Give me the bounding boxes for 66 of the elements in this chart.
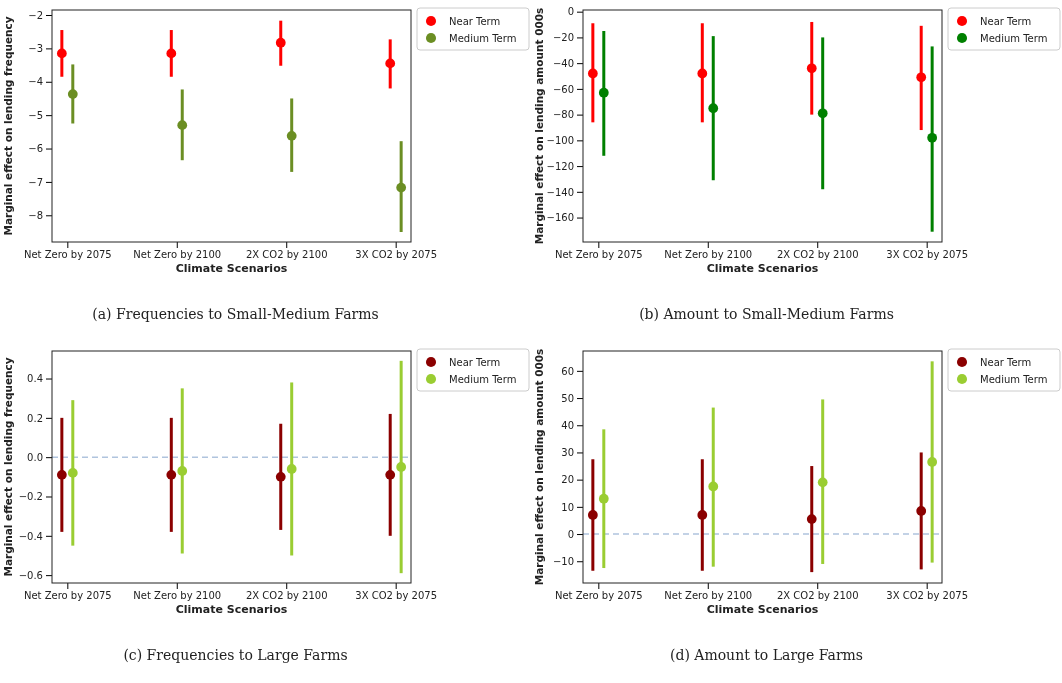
y-tick-label: −80 [552, 109, 574, 121]
y-tick-label: 40 [561, 419, 574, 431]
x-tick-label: 2X CO2 by 2100 [776, 249, 859, 261]
y-tick-label: −7 [28, 176, 43, 188]
x-tick-label: 3X CO2 by 2075 [886, 590, 969, 602]
x-tick-label: Net Zero by 2100 [133, 590, 222, 602]
y-tick-label: −10 [552, 555, 574, 567]
y-tick-label: −2 [28, 9, 43, 21]
y-tick-label: −100 [546, 135, 574, 147]
y-tick-label: 0.4 [27, 373, 43, 385]
x-tick-label: 3X CO2 by 2075 [886, 249, 969, 261]
x-tick-label: 2X CO2 by 2100 [245, 249, 328, 261]
y-tick-label: −60 [552, 83, 574, 95]
y-tick-label: 0 [567, 528, 574, 540]
text: (b) Amount to Small-Medium Farms [639, 306, 894, 322]
x-tick-label: Net Zero by 2075 [23, 590, 112, 602]
y-axis-title: Marginal effect on lending frequency [2, 357, 14, 577]
legend-label: Near Term [980, 357, 1032, 368]
y-tick-label: 20 [561, 474, 574, 486]
y-tick-label: 0.2 [27, 412, 43, 424]
x-tick-label: 3X CO2 by 2075 [355, 249, 438, 261]
y-tick-label: −160 [546, 212, 574, 224]
y-tick-label: 50 [561, 392, 574, 404]
x-tick-label: 2X CO2 by 2100 [245, 590, 328, 602]
y-tick-label: −140 [546, 186, 574, 198]
legend-label: Medium Term [449, 33, 517, 44]
y-tick-label: −0.4 [18, 530, 43, 542]
x-tick-label: Net Zero by 2075 [554, 590, 643, 602]
legend-label: Medium Term [449, 374, 517, 385]
y-tick-label: −0.2 [18, 491, 43, 503]
legend-label: Near Term [449, 357, 501, 368]
text: (d) Amount to Large Farms [669, 647, 864, 663]
text: (a) Frequencies to Small-Medium Farms [92, 306, 379, 322]
y-tick-label: 30 [561, 447, 574, 459]
x-tick-label: 3X CO2 by 2075 [355, 590, 438, 602]
x-axis-title: Climate Scenarios [706, 603, 819, 616]
x-tick-label: 2X CO2 by 2100 [776, 590, 859, 602]
y-tick-label: −5 [28, 109, 43, 121]
y-tick-label: −120 [546, 160, 574, 172]
legend-label: Medium Term [980, 374, 1048, 385]
legend-label: Medium Term [980, 33, 1048, 44]
y-axis-title: Marginal effect on lending frequency [2, 16, 14, 236]
x-tick-label: Net Zero by 2100 [133, 249, 222, 261]
y-tick-label: 0 [567, 6, 574, 18]
legend-label: Near Term [980, 16, 1032, 27]
y-tick-label: 0.0 [27, 451, 43, 463]
y-tick-label: −6 [28, 143, 43, 155]
x-axis-title: Climate Scenarios [175, 603, 288, 616]
x-axis-title: Climate Scenarios [175, 262, 288, 275]
y-axis-title: Marginal effect on lending amount 000s [533, 7, 545, 245]
x-tick-label: Net Zero by 2100 [664, 249, 753, 261]
y-tick-label: 10 [561, 501, 574, 513]
y-tick-label: −0.6 [18, 569, 43, 581]
x-tick-label: Net Zero by 2100 [664, 590, 753, 602]
y-axis-title: Marginal effect on lending amount 000s [533, 348, 545, 586]
x-tick-label: Net Zero by 2075 [554, 249, 643, 261]
y-tick-label: −3 [28, 43, 43, 55]
y-tick-label: −8 [28, 209, 43, 221]
legend-label: Near Term [449, 16, 501, 27]
text: (c) Frequencies to Large Farms [123, 647, 348, 663]
x-tick-label: Net Zero by 2075 [23, 249, 112, 261]
y-tick-label: 60 [561, 365, 574, 377]
y-tick-label: −20 [552, 32, 574, 44]
x-axis-title: Climate Scenarios [706, 262, 819, 275]
y-tick-label: −4 [28, 76, 43, 88]
y-tick-label: −40 [552, 57, 574, 69]
